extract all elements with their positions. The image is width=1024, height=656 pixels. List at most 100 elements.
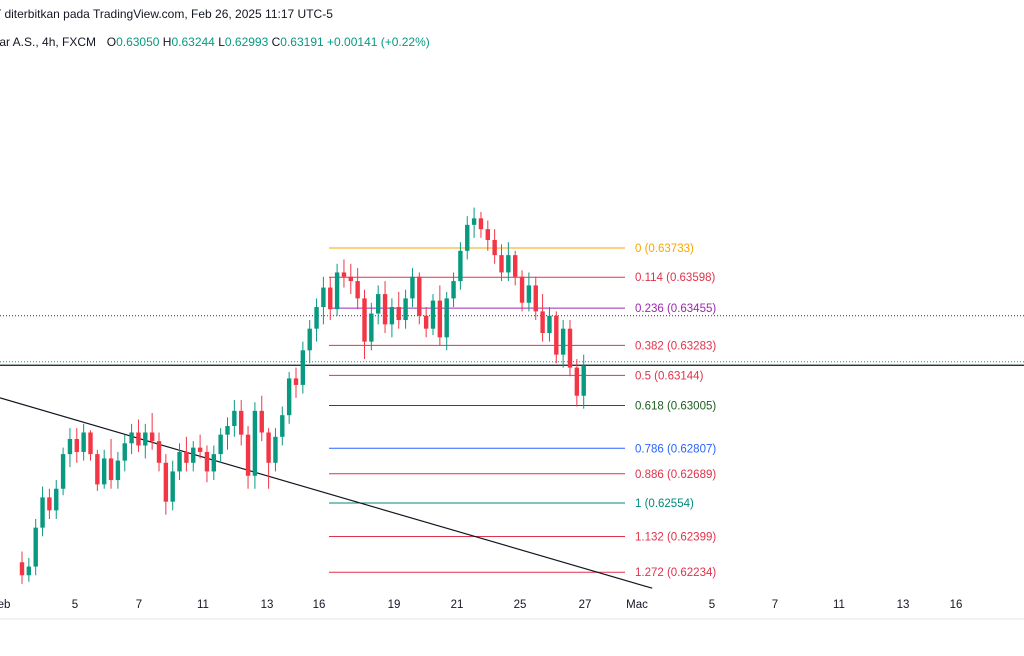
candle-body xyxy=(273,436,278,463)
candle-body xyxy=(239,410,244,435)
candle-body xyxy=(266,432,271,463)
x-tick-label: eb xyxy=(0,599,10,611)
candle-body xyxy=(102,458,107,485)
candle-body xyxy=(293,378,299,385)
candle-body xyxy=(88,432,93,455)
candle-body xyxy=(314,307,319,329)
x-tick-label: 16 xyxy=(313,599,326,611)
low-value: 0.62993 xyxy=(224,35,269,49)
candle-body xyxy=(184,451,189,463)
candle-body xyxy=(108,458,114,481)
candle-body xyxy=(513,255,518,277)
horizontal-lines-layer xyxy=(0,315,1024,366)
candle-body xyxy=(74,438,79,452)
candle-body xyxy=(465,224,470,251)
candle-body xyxy=(218,434,223,455)
x-tick-label: 21 xyxy=(451,599,464,611)
symbol-label[interactable]: llar A.S., 4h, FXCM xyxy=(0,35,97,49)
fib-level-label: 0 (0.63733) xyxy=(635,243,694,255)
candle-body xyxy=(348,276,353,282)
time-axis[interactable]: eb 5 7 11 13 16 19 21 25 27 Mac 5 7 11 13 16 xyxy=(0,599,1024,620)
candle-body xyxy=(519,276,525,303)
candle-body xyxy=(95,454,100,485)
candle-body xyxy=(540,311,545,333)
x-tick-label: 27 xyxy=(579,599,592,611)
x-tick-label: 5 xyxy=(709,599,715,611)
candle-body xyxy=(245,434,251,476)
candle-body xyxy=(307,328,312,351)
candle-body xyxy=(471,218,477,225)
candle-body xyxy=(437,300,443,338)
candle-body xyxy=(417,276,422,316)
close-value: 0.63191 xyxy=(280,35,324,49)
candle-body xyxy=(533,285,538,312)
candle-body xyxy=(396,307,401,321)
candle-body xyxy=(33,527,38,567)
candle-body xyxy=(403,298,408,321)
x-tick-label: 19 xyxy=(388,599,401,611)
candle-body xyxy=(492,239,497,256)
trendline[interactable] xyxy=(0,397,653,589)
fib-level-label: 0.236 (0.63455) xyxy=(635,303,716,315)
trendline-layer[interactable] xyxy=(0,397,653,589)
candle-body xyxy=(149,432,155,442)
fib-level-label: 0.5 (0.63144) xyxy=(635,370,704,382)
candle-body xyxy=(259,410,264,433)
low-label: L xyxy=(218,35,225,49)
candle-body xyxy=(286,378,292,416)
high-value: 0.63244 xyxy=(171,35,215,49)
chart-header: T diterbitkan pada TradingView.com, Feb … xyxy=(0,0,1024,60)
candle-body xyxy=(478,218,484,230)
candle-body xyxy=(26,566,32,576)
candle-body xyxy=(191,447,196,463)
candle-body xyxy=(506,255,511,273)
candle-body xyxy=(382,294,388,325)
candle-body xyxy=(47,497,52,511)
fibonacci-retracement[interactable]: 0 (0.63733) 0.114 (0.63598) 0.236 (0.63455… xyxy=(329,243,716,579)
x-tick-label: 25 xyxy=(514,599,527,611)
close-label: C xyxy=(271,35,281,49)
high-label: H xyxy=(162,35,172,49)
x-tick-label: 16 xyxy=(950,599,963,611)
fib-level-label: 0.786 (0.62807) xyxy=(635,443,716,455)
candle-body xyxy=(204,451,210,472)
candle-body xyxy=(321,287,326,308)
x-tick-label: 13 xyxy=(897,599,910,611)
candle-body xyxy=(81,432,86,452)
candle-body xyxy=(280,415,285,437)
fib-level-label: 1.132 (0.62399) xyxy=(635,532,716,544)
candle-body xyxy=(232,410,237,427)
candle-body xyxy=(451,281,456,299)
candle-body xyxy=(581,365,586,396)
candle-body xyxy=(115,460,121,481)
open-value: 0.63050 xyxy=(116,35,160,49)
candle-body xyxy=(430,300,436,329)
candle-body xyxy=(362,298,367,342)
candle-body xyxy=(526,285,532,303)
candle-body xyxy=(211,454,216,472)
candle-body xyxy=(328,287,333,310)
fib-level-label: 0.114 (0.63598) xyxy=(635,272,716,284)
candle-body xyxy=(60,454,66,489)
candle-body xyxy=(300,350,306,385)
fib-level-label: 1 (0.62554) xyxy=(635,498,694,510)
candles-layer xyxy=(19,207,586,584)
candle-body xyxy=(143,432,148,446)
candle-body xyxy=(67,438,73,455)
candle-body xyxy=(485,229,490,240)
symbol-info-row: llar A.S., 4h, FXCM O0.63050 H0.63244 L0… xyxy=(0,35,430,49)
candle-body xyxy=(423,315,429,329)
candle-body xyxy=(574,367,580,396)
fib-level-label: 1.272 (0.62234) xyxy=(635,567,716,579)
candle-body xyxy=(40,497,45,528)
x-tick-label: 11 xyxy=(197,599,209,611)
candle-body xyxy=(410,276,415,299)
x-tick-label: 7 xyxy=(772,599,778,611)
candle-body xyxy=(252,410,258,476)
open-label: O xyxy=(106,35,117,49)
candle-body xyxy=(369,313,374,342)
candle-body xyxy=(567,328,573,368)
change-value: +0.00141 (+0.22%) xyxy=(327,35,430,49)
candle-body xyxy=(547,315,552,333)
